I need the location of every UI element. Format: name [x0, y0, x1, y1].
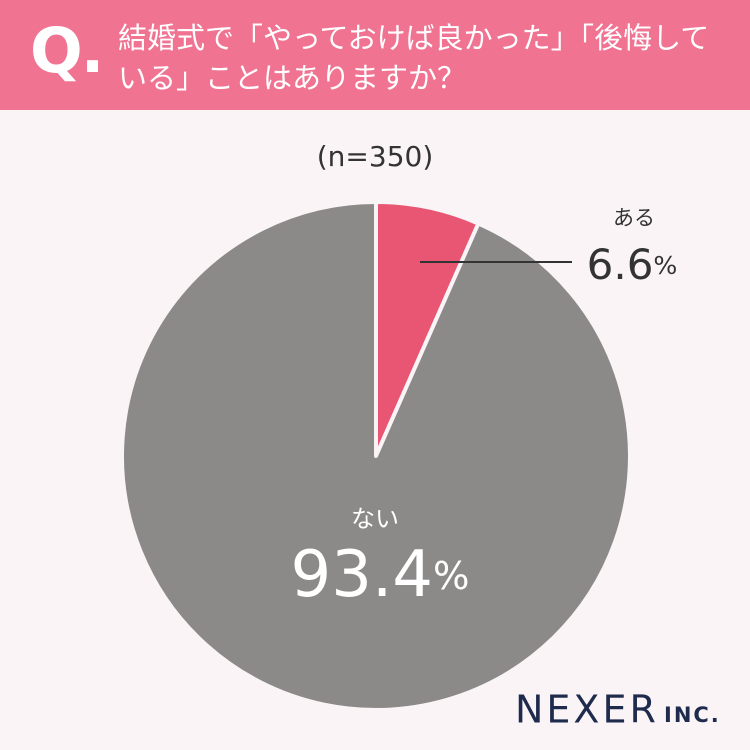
pie-slice: [120, 200, 632, 712]
category-label: ない: [351, 505, 399, 533]
question-text: 結婚式で「やっておけば良かった」「後悔している」ことはありますか？: [118, 21, 710, 95]
value-label: 93.4%: [291, 538, 470, 612]
sample-size: (n=350): [317, 140, 434, 173]
logo-text: NEXER: [515, 688, 659, 732]
question-badge: Q.: [30, 14, 104, 87]
logo-suffix: INC.: [664, 703, 721, 727]
header: Q. 結婚式で「やっておけば良かった」「後悔している」ことはありますか？: [0, 0, 750, 110]
category-label: ある: [613, 206, 655, 230]
value-label: 6.6%: [587, 240, 678, 289]
logo: NEXER INC.: [515, 688, 721, 732]
